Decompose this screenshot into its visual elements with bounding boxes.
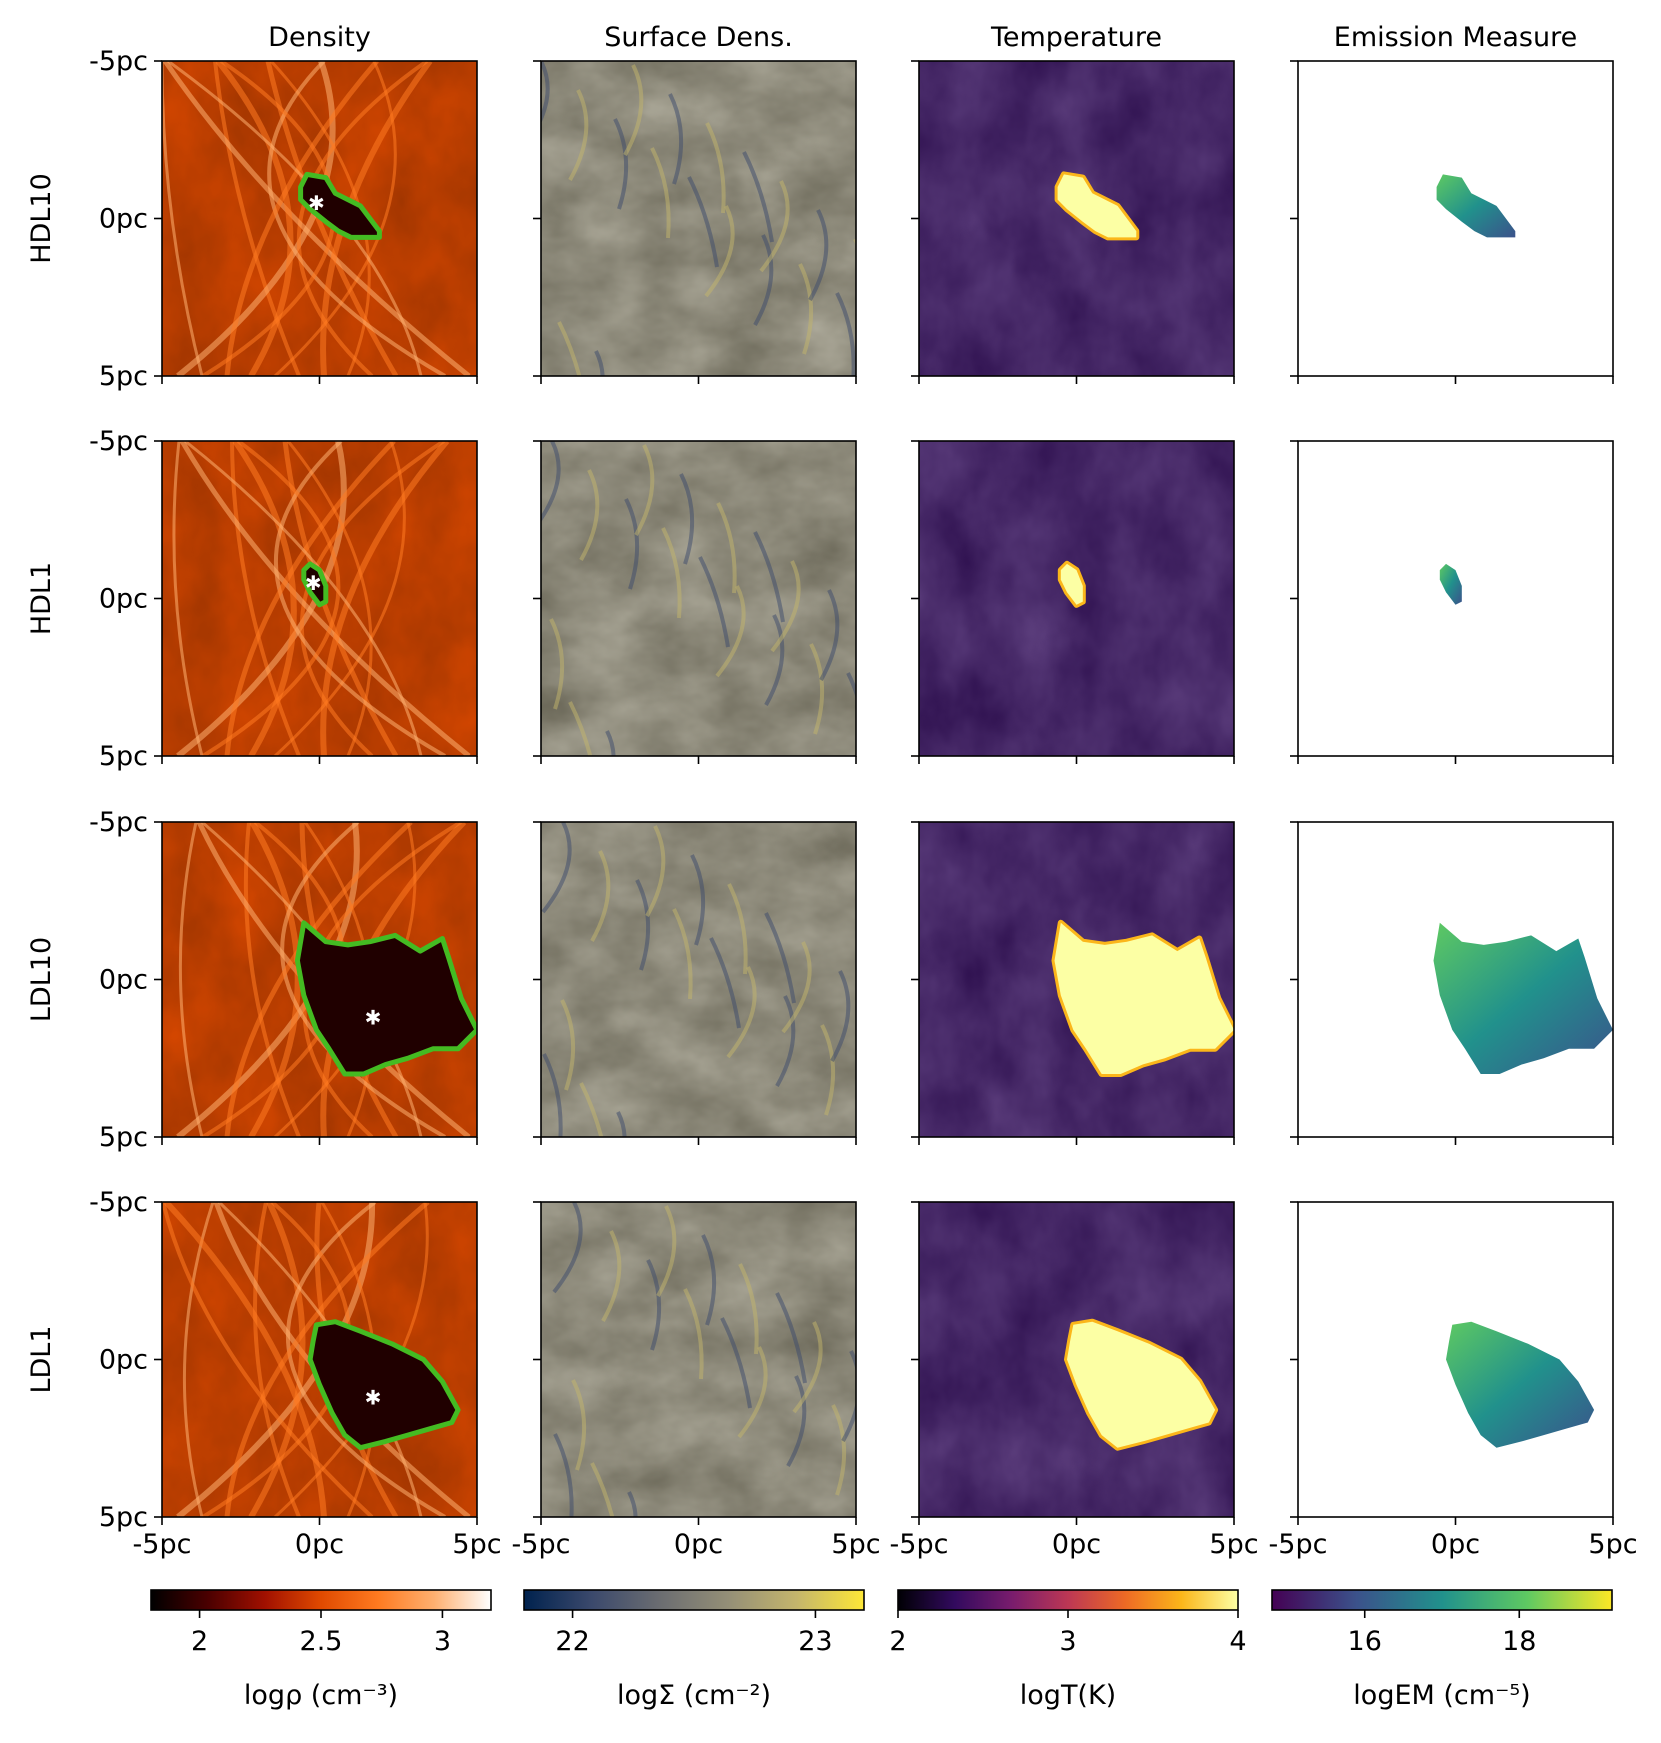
column-title-surface: Surface Dens. xyxy=(604,22,793,53)
panel-grid: Density Surface Dens. Temperature Emission … xyxy=(26,22,1638,1560)
column-title-temperature: Temperature xyxy=(990,22,1162,53)
colorbar-tick-label: 4 xyxy=(1229,1626,1246,1657)
y-tick-label: 5pc xyxy=(99,1122,148,1153)
panel-hdl1-emission xyxy=(1290,440,1614,764)
y-tick-label: 5pc xyxy=(99,741,148,772)
x-tick-label: 5pc xyxy=(452,1529,501,1560)
panel-hdl1-surface xyxy=(533,440,857,764)
y-tick-label: 0pc xyxy=(99,584,148,615)
x-tick-label: 0pc xyxy=(1052,1529,1101,1560)
colorbar-emission: 16 18 logEM (cm⁻⁵) xyxy=(1271,1589,1613,1711)
y-tick-label: -5pc xyxy=(89,426,148,457)
y-tick-label: -5pc xyxy=(89,1187,148,1218)
x-tick-label: -5pc xyxy=(133,1529,192,1560)
panel-hdl10-temperature xyxy=(911,60,1235,384)
panel-ldl10-surface xyxy=(533,821,857,1145)
y-tick-label: -5pc xyxy=(89,807,148,838)
row-label-ldl10: LDL10 xyxy=(26,937,57,1022)
colorbar-surface: 22 23 logΣ (cm⁻²) xyxy=(523,1589,865,1711)
y-tick-label: 5pc xyxy=(99,361,148,392)
x-tick-label: -5pc xyxy=(512,1529,571,1560)
colorbar-tick-label: 22 xyxy=(555,1626,589,1657)
panel-ldl10-emission xyxy=(1290,821,1614,1145)
y-tick-label: -5pc xyxy=(89,46,148,77)
y-tick-label: 0pc xyxy=(99,1345,148,1376)
colorbar-tick-label: 2 xyxy=(889,1626,906,1657)
row-label-hdl1: HDL1 xyxy=(26,562,57,635)
x-tick-label: 5pc xyxy=(1209,1529,1258,1560)
colorbar-tick-label: 3 xyxy=(1059,1626,1076,1657)
colorbar-tick-label: 2 xyxy=(191,1626,208,1657)
colorbar-tick-label: 2.5 xyxy=(300,1626,343,1657)
svg-text:✱: ✱ xyxy=(365,1005,382,1029)
colorbar-temperature: 2 3 4 logT(K) xyxy=(889,1589,1247,1711)
panel-ldl10-temperature xyxy=(911,821,1235,1145)
column-title-density: Density xyxy=(268,22,371,53)
panel-hdl10-surface xyxy=(533,60,857,384)
panel-ldl10-density: ✱ -5pc 0pc 5pc xyxy=(89,807,478,1153)
x-tick-label: 0pc xyxy=(674,1529,723,1560)
svg-text:✱: ✱ xyxy=(305,571,322,595)
panel-ldl1-temperature: -5pc 0pc 5pc xyxy=(890,1201,1259,1560)
colorbar-tick-label: 18 xyxy=(1502,1626,1536,1657)
panel-hdl1-temperature xyxy=(911,440,1235,764)
colorbar-label: logΣ (cm⁻²) xyxy=(617,1680,771,1711)
colorbar-tick-label: 23 xyxy=(798,1626,832,1657)
panel-hdl10-density: ✱ -5pc 0pc 5pc xyxy=(89,46,478,392)
svg-text:✱: ✱ xyxy=(308,191,325,215)
column-title-emission: Emission Measure xyxy=(1334,22,1577,53)
x-tick-label: 5pc xyxy=(1588,1529,1637,1560)
panel-hdl1-density: ✱ -5pc 0pc 5pc xyxy=(89,426,478,772)
row-label-ldl1: LDL1 xyxy=(26,1325,57,1393)
colorbar-label: logT(K) xyxy=(1020,1680,1116,1711)
x-tick-label: 0pc xyxy=(1431,1529,1480,1560)
x-tick-label: -5pc xyxy=(1269,1529,1328,1560)
colorbar-tick-label: 3 xyxy=(434,1626,451,1657)
colorbar-label: logEM (cm⁻⁵) xyxy=(1353,1680,1530,1711)
x-tick-label: -5pc xyxy=(890,1529,949,1560)
colorbar-tick-label: 16 xyxy=(1348,1626,1382,1657)
colorbar-density: 2 2.5 3 logρ (cm⁻³) xyxy=(150,1589,492,1711)
x-tick-label: 5pc xyxy=(831,1529,880,1560)
panel-ldl1-surface: -5pc 0pc 5pc xyxy=(512,1201,881,1560)
svg-text:✱: ✱ xyxy=(365,1385,382,1409)
colorbar-label: logρ (cm⁻³) xyxy=(244,1680,398,1711)
panel-ldl1-emission: -5pc 0pc 5pc xyxy=(1269,1201,1638,1560)
row-label-hdl10: HDL10 xyxy=(26,173,57,264)
panel-hdl10-emission xyxy=(1290,60,1614,384)
y-tick-label: 0pc xyxy=(99,204,148,235)
y-tick-label: 5pc xyxy=(99,1502,148,1533)
y-tick-label: 0pc xyxy=(99,965,148,996)
x-tick-label: 0pc xyxy=(295,1529,344,1560)
